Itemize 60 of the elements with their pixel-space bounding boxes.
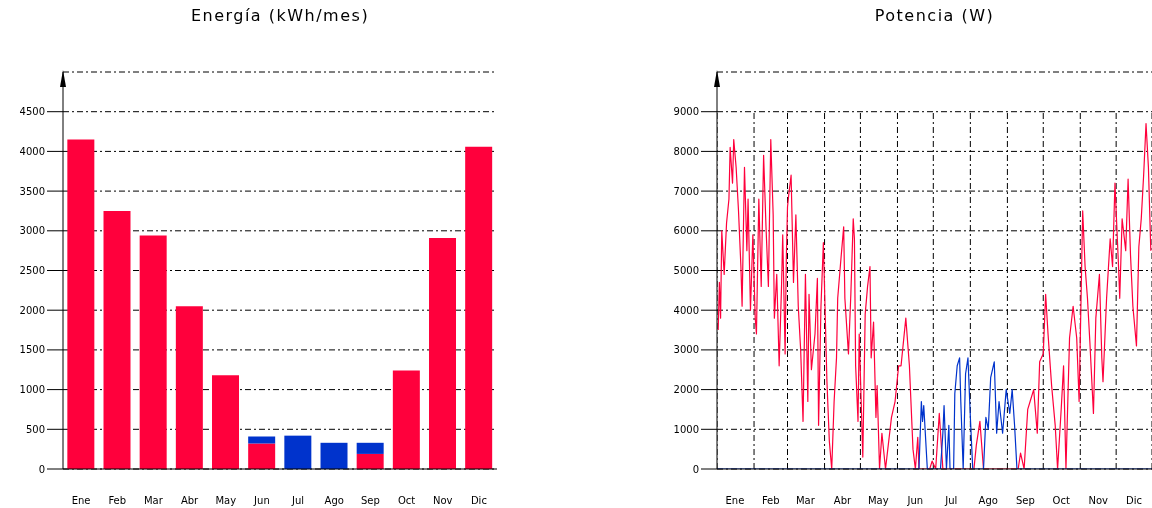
x-tick-label: Jul (291, 495, 305, 507)
y-tick-label: 3500 (19, 185, 45, 197)
chart-title: Energía (kWh/mes) (189, 6, 371, 25)
y-tick-label: 0 (38, 463, 45, 475)
x-tick-label: Ene (71, 495, 91, 507)
bar (356, 442, 384, 454)
y-tick-label: 9000 (673, 106, 699, 118)
bar (320, 442, 348, 469)
x-tick-label: Dic (470, 495, 487, 507)
y-tick-label: 3000 (19, 225, 45, 237)
y-tick-label: 1000 (673, 423, 699, 435)
x-tick-label: May (867, 495, 889, 507)
bar (284, 435, 312, 469)
x-tick-label: Abr (180, 495, 200, 507)
bar (175, 306, 203, 469)
bar (103, 210, 131, 469)
y-tick-label: 4500 (19, 106, 45, 118)
x-tick-label: Jul (944, 495, 958, 507)
x-tick-label: Jun (253, 495, 270, 507)
y-tick-label: 1000 (19, 384, 45, 396)
y-tick-label: 0 (692, 463, 699, 475)
x-tick-label: Mar (143, 495, 164, 507)
x-tick-label: Sep (360, 495, 380, 507)
chart-title: Potencia (W) (873, 6, 996, 25)
x-tick-label: Feb (761, 495, 780, 507)
x-tick-label: Feb (108, 495, 127, 507)
x-tick-label: Nov (1088, 495, 1109, 507)
x-tick-label: Ago (978, 495, 998, 507)
y-tick-label: 3000 (673, 344, 699, 356)
bar (356, 453, 384, 469)
x-tick-label: Sep (1015, 495, 1035, 507)
bar (392, 370, 420, 469)
bar (248, 443, 276, 469)
bar (465, 146, 493, 469)
x-tick-label: Nov (432, 495, 453, 507)
x-tick-label: Jun (906, 495, 924, 507)
x-tick-label: Abr (833, 495, 853, 507)
y-tick-label: 500 (25, 423, 45, 435)
y-tick-label: 2500 (19, 265, 45, 277)
x-tick-label: Ago (324, 495, 344, 507)
y-tick-label: 5000 (673, 265, 699, 277)
y-tick-label: 4000 (673, 304, 699, 316)
y-tick-label: 2000 (673, 384, 699, 396)
x-tick-label: May (215, 495, 237, 507)
x-tick-label: Dic (1126, 495, 1143, 507)
y-tick-label: 7000 (673, 185, 699, 197)
bar (429, 237, 457, 469)
bar (67, 139, 95, 469)
x-tick-label: Oct (397, 495, 416, 507)
y-tick-label: 8000 (673, 145, 699, 157)
y-tick-label: 4000 (19, 145, 45, 157)
y-tick-label: 1500 (19, 344, 45, 356)
bar (139, 235, 167, 469)
y-tick-label: 6000 (673, 225, 699, 237)
x-tick-label: Oct (1052, 495, 1070, 507)
y-tick-label: 2000 (19, 304, 45, 316)
x-tick-label: Mar (796, 495, 816, 507)
bar (248, 436, 276, 444)
x-tick-label: Ene (725, 495, 745, 507)
bar (212, 375, 240, 469)
